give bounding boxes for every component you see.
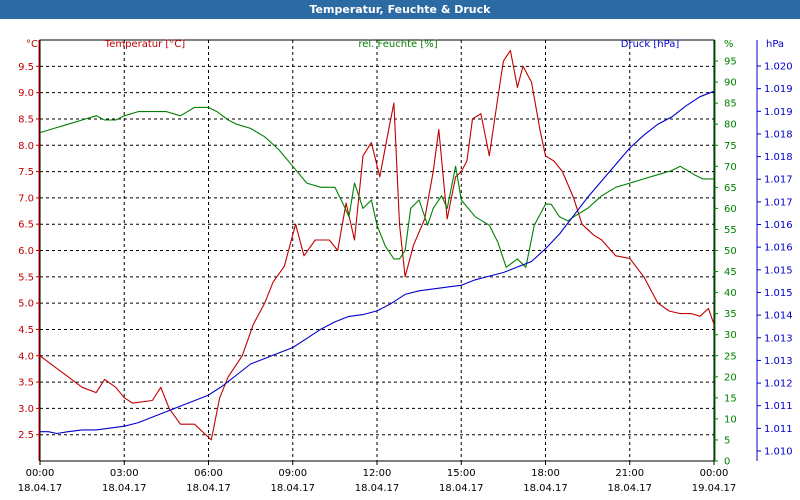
humidity-tick-label: 60 xyxy=(724,204,737,215)
x-tick-label-date: 18.04.17 xyxy=(439,483,484,494)
temperature-tick-label: 7.0 xyxy=(18,193,34,204)
x-tick-label-time: 03:00 xyxy=(110,468,139,479)
humidity-tick-label: 15 xyxy=(724,393,737,404)
humidity-tick-label: 55 xyxy=(724,225,737,236)
window-title: Temperatur, Feuchte & Druck xyxy=(0,0,800,19)
x-tick-label-time: 00:00 xyxy=(26,468,55,479)
x-tick-label-date: 18.04.17 xyxy=(607,483,652,494)
x-tick-label-time: 09:00 xyxy=(278,468,307,479)
pressure-tick-label: 1.020 xyxy=(764,62,793,73)
temperature-tick-label: 2.5 xyxy=(18,430,34,441)
pressure-tick-label: 1.015 xyxy=(764,288,793,299)
pressure-tick-label: 1.014 xyxy=(764,311,793,322)
temperature-tick-label: 8.5 xyxy=(18,114,34,125)
pressure-tick-label: 1.013 xyxy=(764,356,793,367)
temperature-tick-label: 5.0 xyxy=(18,299,34,310)
pressure-tick-label: 1.018 xyxy=(764,129,793,140)
temperature-tick-label: 6.5 xyxy=(18,220,34,231)
humidity-series-line xyxy=(39,106,714,268)
pressure-tick-label: 1.017 xyxy=(764,197,793,208)
temperature-series-line xyxy=(39,49,715,441)
pressure-tick-label: 1.011 xyxy=(764,424,793,435)
temperature-unit-label: °C xyxy=(26,39,38,50)
humidity-tick-label: 5 xyxy=(724,435,730,446)
pressure-unit-label: hPa xyxy=(766,39,784,50)
pressure-series-line xyxy=(40,90,715,435)
grid-lines xyxy=(40,40,714,461)
pressure-tick-label: 1.019 xyxy=(764,107,793,118)
x-tick-label-time: 00:00 xyxy=(700,468,729,479)
temperature-tick-label: 6.0 xyxy=(18,246,34,257)
x-tick-label-date: 19.04.17 xyxy=(692,483,737,494)
temperature-tick-label: 9.0 xyxy=(18,88,34,99)
temperature-tick-label: 3.0 xyxy=(18,404,34,415)
humidity-tick-label: 0 xyxy=(724,457,730,468)
humidity-axis-title: rel. Feuchte [%] xyxy=(358,39,437,50)
x-tick-label-date: 18.04.17 xyxy=(523,483,568,494)
pressure-tick-label: 1.013 xyxy=(764,333,793,344)
pressure-tick-label: 1.018 xyxy=(764,152,793,163)
series-group xyxy=(39,49,715,441)
temperature-tick-label: 8.0 xyxy=(18,141,34,152)
temperature-tick-label: 5.5 xyxy=(18,272,34,283)
x-tick-label-date: 18.04.17 xyxy=(270,483,315,494)
temperature-tick-label: 4.5 xyxy=(18,325,34,336)
pressure-tick-label: 1.010 xyxy=(764,447,793,458)
x-tick-label-date: 18.04.17 xyxy=(18,483,63,494)
humidity-tick-label: 45 xyxy=(724,267,737,278)
pressure-tick-label: 1.019 xyxy=(764,84,793,95)
humidity-tick-label: 30 xyxy=(724,330,737,341)
axis-group: 00:00 18.04.17 03:00 18.04.17 06:00 18.04.17 0… xyxy=(18,39,793,494)
x-tick-label-time: 15:00 xyxy=(447,468,476,479)
temperature-tick-label: 7.5 xyxy=(18,167,34,178)
x-tick-label-date: 18.04.17 xyxy=(355,483,400,494)
humidity-tick-label: 95 xyxy=(724,57,737,68)
humidity-tick-label: 40 xyxy=(724,288,737,299)
pressure-tick-label: 1.011 xyxy=(764,401,793,412)
humidity-tick-label: 20 xyxy=(724,372,737,383)
chart-canvas: 00:00 18.04.17 03:00 18.04.17 06:00 18.04.17 0… xyxy=(18,39,793,494)
humidity-tick-label: 85 xyxy=(724,99,737,110)
pressure-tick-label: 1.016 xyxy=(764,243,793,254)
temperature-tick-label: 3.5 xyxy=(18,378,34,389)
temperature-axis-title: Temperatur [°C] xyxy=(104,39,185,50)
humidity-unit-label: % xyxy=(724,39,734,50)
humidity-tick-label: 90 xyxy=(724,78,737,89)
x-tick-label-time: 18:00 xyxy=(531,468,560,479)
temperature-tick-label: 4.0 xyxy=(18,351,34,362)
humidity-tick-label: 35 xyxy=(724,309,737,320)
pressure-tick-label: 1.015 xyxy=(764,265,793,276)
pressure-tick-label: 1.016 xyxy=(764,220,793,231)
pressure-axis-title: Druck [hPa] xyxy=(621,39,680,50)
temperature-tick-label: 9.5 xyxy=(18,62,34,73)
x-tick-label-time: 21:00 xyxy=(615,468,644,479)
humidity-tick-label: 75 xyxy=(724,141,737,152)
humidity-tick-label: 50 xyxy=(724,246,737,257)
humidity-tick-label: 80 xyxy=(724,120,737,131)
pressure-tick-label: 1.012 xyxy=(764,379,793,390)
x-tick-label-time: 06:00 xyxy=(194,468,223,479)
x-tick-label-date: 18.04.17 xyxy=(186,483,231,494)
humidity-tick-label: 10 xyxy=(724,414,737,425)
x-tick-label-date: 18.04.17 xyxy=(102,483,147,494)
humidity-tick-label: 25 xyxy=(724,351,737,362)
humidity-tick-label: 65 xyxy=(724,183,737,194)
pressure-tick-label: 1.017 xyxy=(764,175,793,186)
x-tick-label-time: 12:00 xyxy=(363,468,392,479)
humidity-tick-label: 70 xyxy=(724,162,737,173)
